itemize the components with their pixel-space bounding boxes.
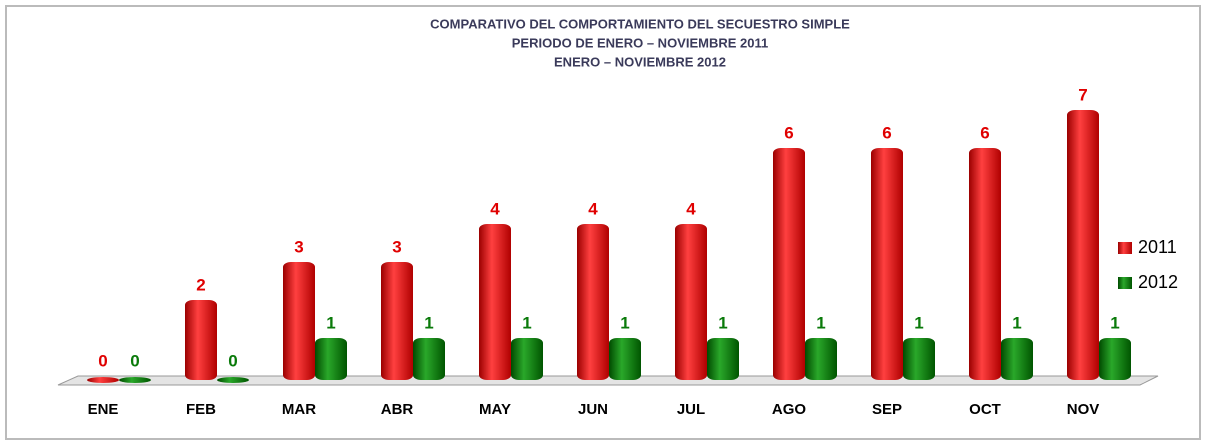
value-label: 1 (1012, 313, 1021, 332)
bar (969, 148, 1001, 380)
value-label: 0 (130, 351, 139, 370)
x-tick-label: NOV (1067, 401, 1100, 418)
bar (1099, 338, 1131, 380)
x-tick-label: OCT (969, 401, 1001, 418)
bar (479, 224, 511, 380)
x-tick-label: FEB (186, 401, 216, 418)
x-tick-label: JUN (578, 401, 608, 418)
value-label: 4 (588, 199, 598, 218)
bar (805, 338, 837, 380)
value-label: 3 (392, 237, 401, 256)
bar (119, 377, 151, 383)
value-label: 1 (1110, 313, 1119, 332)
bar (675, 224, 707, 380)
bar (707, 338, 739, 380)
bar (381, 262, 413, 380)
value-label: 6 (980, 123, 989, 142)
value-label: 1 (816, 313, 825, 332)
x-tick-label: ENE (88, 401, 119, 418)
chart-title: ENERO – NOVIEMBRE 2012 (554, 54, 726, 69)
bar (315, 338, 347, 380)
x-tick-label: SEP (872, 401, 902, 418)
value-label: 1 (914, 313, 923, 332)
value-label: 6 (882, 123, 891, 142)
value-label: 7 (1078, 85, 1087, 104)
bar (871, 148, 903, 380)
value-label: 0 (98, 351, 107, 370)
bar (609, 338, 641, 380)
bar (87, 377, 119, 383)
x-tick-label: MAR (282, 401, 316, 418)
value-label: 6 (784, 123, 793, 142)
value-label: 3 (294, 237, 303, 256)
chart-title: COMPARATIVO DEL COMPORTAMIENTO DEL SECUE… (430, 16, 850, 31)
value-label: 1 (718, 313, 727, 332)
value-label: 4 (490, 199, 500, 218)
x-tick-label: ABR (381, 401, 414, 418)
value-label: 0 (228, 351, 237, 370)
bar (413, 338, 445, 380)
bar (217, 377, 249, 383)
legend-label: 2011 (1138, 237, 1177, 257)
value-label: 4 (686, 199, 696, 218)
bar (1067, 110, 1099, 380)
x-tick-label: AGO (772, 401, 807, 418)
x-tick-label: MAY (479, 401, 511, 418)
bar (185, 300, 217, 380)
bar (577, 224, 609, 380)
bar (903, 338, 935, 380)
bar (773, 148, 805, 380)
value-label: 1 (424, 313, 433, 332)
value-label: 1 (522, 313, 531, 332)
value-label: 1 (620, 313, 629, 332)
chart-title: PERIODO DE ENERO – NOVIEMBRE 2011 (512, 35, 768, 50)
legend-label: 2012 (1138, 272, 1178, 292)
x-tick-label: JUL (677, 401, 705, 418)
bar (283, 262, 315, 380)
legend-swatch (1118, 277, 1132, 289)
bar (511, 338, 543, 380)
value-label: 1 (326, 313, 335, 332)
bar (1001, 338, 1033, 380)
value-label: 2 (196, 275, 205, 294)
legend-swatch (1118, 242, 1132, 254)
